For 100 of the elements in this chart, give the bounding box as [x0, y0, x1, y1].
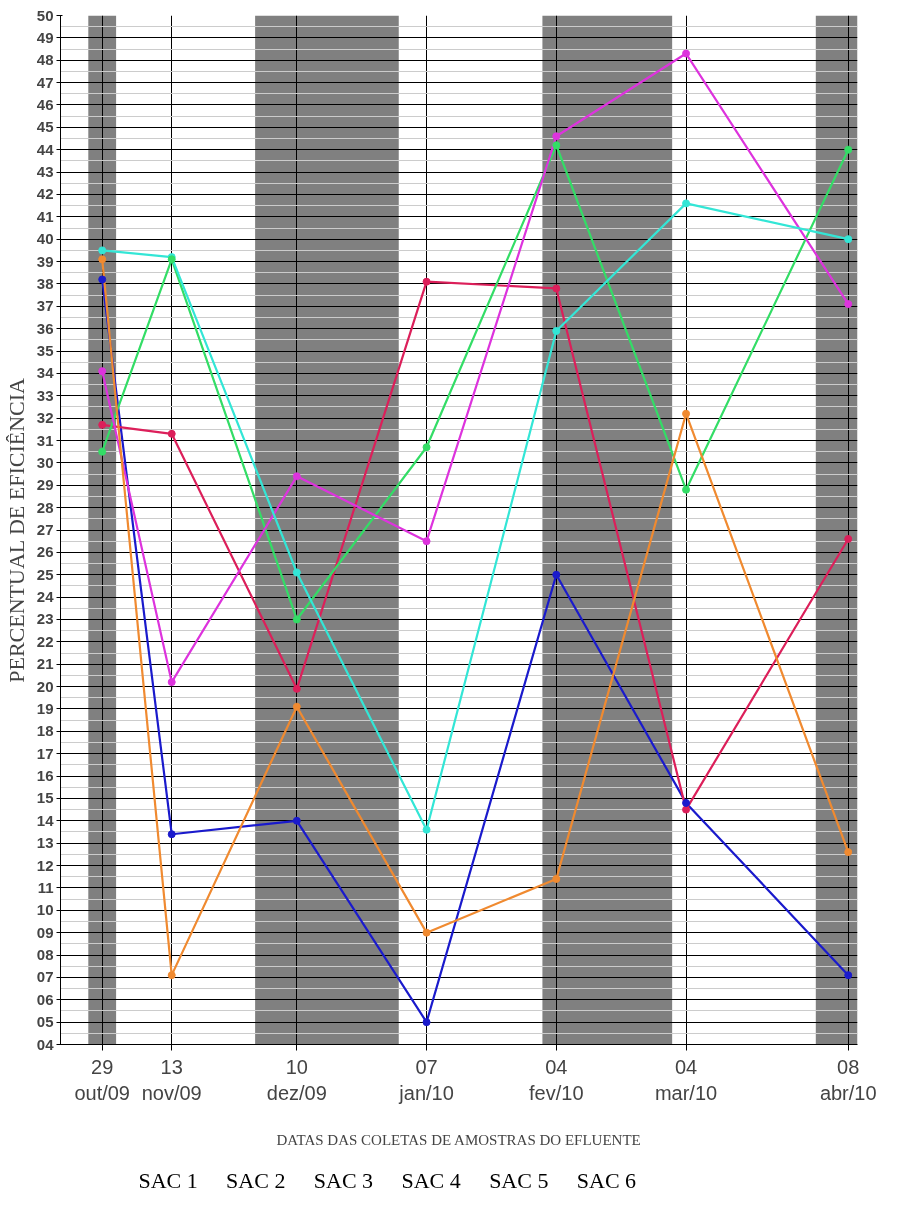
- point: [422, 537, 431, 546]
- point: [98, 420, 107, 429]
- y-tick-label: 40: [36, 230, 54, 248]
- y-tick-label: 23: [36, 610, 54, 628]
- text: SAC 1: [138, 1168, 198, 1193]
- point: [844, 534, 853, 543]
- point: [682, 409, 691, 418]
- y-tick-label: 33: [36, 386, 54, 404]
- y-tick-label: 32: [36, 409, 54, 427]
- y-tick-label: 06: [36, 990, 54, 1008]
- point: [292, 568, 301, 577]
- y-tick-label: 46: [36, 95, 54, 113]
- point: [844, 145, 853, 154]
- y-tick-label: 19: [36, 699, 54, 717]
- y-tick-label: 35: [36, 342, 54, 360]
- y-tick-label: 15: [36, 789, 54, 807]
- point: [552, 141, 561, 150]
- y-tick-label: 34: [36, 364, 55, 382]
- y-tick-label: 43: [36, 163, 54, 181]
- y-tick-label: 04: [36, 1035, 55, 1053]
- y-tick-label: 27: [36, 521, 54, 538]
- x-tick-label: 04 fev/10: [529, 1055, 584, 1104]
- x-tick-label: 07 jan/10: [398, 1055, 454, 1104]
- y-tick-label: 39: [36, 252, 54, 270]
- point: [844, 848, 853, 857]
- point: [98, 447, 107, 456]
- point: [98, 367, 107, 376]
- y-tick-label: 37: [36, 297, 54, 315]
- x-axis-title: DATAS DAS COLETAS DE AMOSTRAS DO EFLUENTE: [276, 1131, 641, 1148]
- x-tick-label: 10 dez/09: [266, 1055, 327, 1104]
- point: [844, 971, 853, 980]
- y-tick-label: 29: [36, 476, 54, 494]
- point: [167, 971, 176, 980]
- y-tick-label: 18: [36, 722, 54, 740]
- y-tick-label: 20: [36, 677, 54, 695]
- y-tick-label: 50: [36, 6, 54, 24]
- point: [682, 485, 691, 494]
- point: [292, 615, 301, 624]
- y-tick-label: 44: [36, 140, 55, 158]
- y-tick-label: 12: [36, 856, 54, 874]
- y-tick-label: 47: [36, 73, 54, 91]
- y-tick-label: 10: [36, 901, 54, 919]
- y-tick-label: 16: [36, 767, 54, 785]
- point: [422, 825, 431, 834]
- point: [167, 678, 176, 687]
- text: SAC 6: [576, 1168, 637, 1193]
- point: [682, 798, 691, 807]
- point: [422, 1018, 431, 1027]
- y-tick-label: 45: [36, 118, 54, 136]
- y-tick-label: 09: [36, 923, 54, 941]
- point: [167, 429, 176, 438]
- y-tick-label: 38: [36, 274, 54, 292]
- y-tick-label: 17: [36, 744, 54, 762]
- point: [422, 277, 431, 286]
- point: [98, 246, 107, 255]
- y-tick-label: 21: [36, 655, 54, 673]
- text: SAC 3: [313, 1168, 374, 1193]
- y-tick-label: 05: [36, 1013, 54, 1031]
- point: [98, 255, 107, 264]
- point: [422, 443, 431, 452]
- y-tick-label: 42: [36, 185, 54, 203]
- y-tick-label: 08: [36, 946, 54, 964]
- point: [552, 132, 561, 141]
- x-tick-label: 13 nov/09: [141, 1055, 202, 1104]
- y-tick-label: 31: [36, 431, 54, 449]
- point: [292, 816, 301, 825]
- y-tick-label: 07: [36, 968, 54, 986]
- point: [552, 874, 561, 883]
- x-tick-label: 29 out/09: [74, 1055, 131, 1104]
- y-tick-label: 14: [36, 811, 55, 829]
- y-tick-label: 28: [36, 498, 54, 516]
- y-tick-label: 26: [36, 543, 54, 561]
- point: [682, 805, 691, 814]
- y-tick-label: 48: [36, 51, 54, 69]
- text: SAC 2: [226, 1168, 286, 1193]
- point: [422, 928, 431, 937]
- point: [682, 199, 691, 208]
- y-tick-label: 25: [36, 565, 54, 583]
- x-tick-label: 08 abr/10: [819, 1055, 877, 1104]
- y-tick-label: 24: [36, 588, 55, 606]
- point: [552, 284, 561, 293]
- point: [292, 472, 301, 481]
- y-tick-label: 49: [36, 28, 54, 46]
- point: [167, 830, 176, 839]
- text: SAC 5: [489, 1168, 549, 1193]
- point: [292, 702, 301, 711]
- point: [292, 684, 301, 693]
- y-tick-label: 13: [36, 834, 54, 852]
- point: [552, 326, 561, 335]
- y-tick-label: 11: [37, 878, 54, 896]
- point: [844, 235, 853, 244]
- text: SAC 4: [401, 1168, 461, 1193]
- point: [682, 49, 691, 58]
- y-axis-title: PERCENTUAL DE EFICIÊNCIA: [3, 377, 29, 683]
- y-tick-label: 22: [36, 632, 54, 650]
- y-tick-label: 41: [36, 207, 54, 225]
- point: [98, 275, 107, 284]
- x-tick-label: 04 mar/10: [654, 1055, 718, 1104]
- point: [552, 570, 561, 579]
- y-tick-label: 30: [36, 453, 54, 471]
